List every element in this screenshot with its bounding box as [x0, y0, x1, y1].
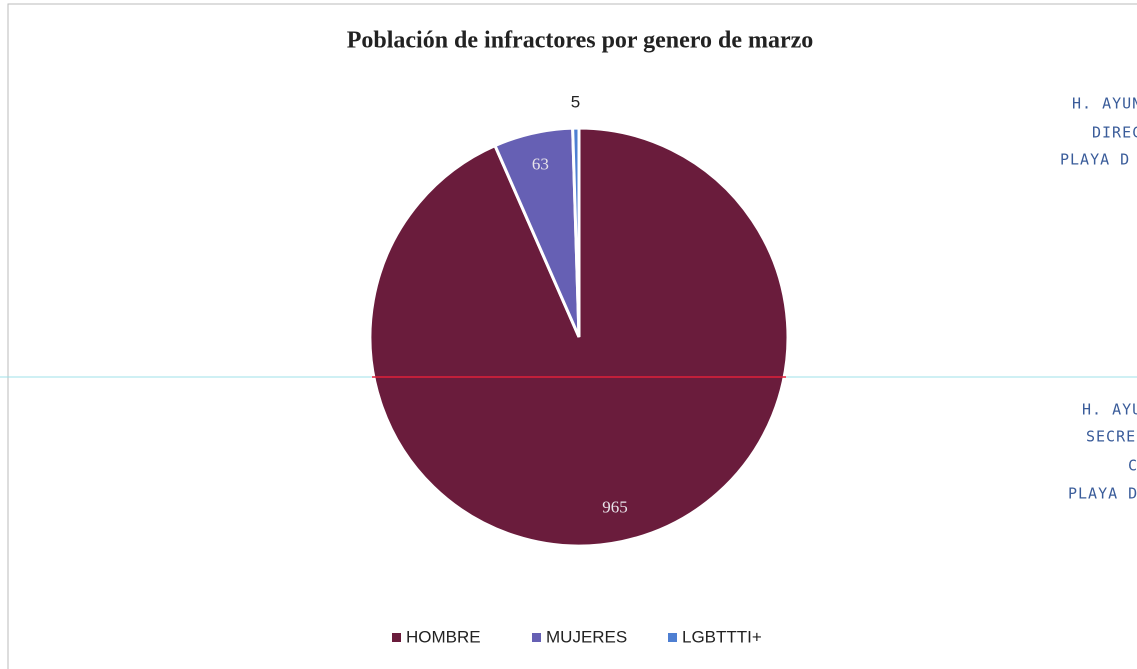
pie-slice [571, 126, 581, 338]
legend-label: LGBTTTI+ [682, 627, 762, 646]
stamp-text: PLAYA D [1060, 151, 1130, 169]
legend-label: HOMBRE [406, 627, 481, 646]
legend: HOMBRE MUJERES LGBTTTI+ [392, 627, 762, 646]
chart-title: Población de infractores por genero de m… [347, 28, 814, 54]
pie-slice [368, 126, 790, 548]
legend-swatch [668, 633, 677, 642]
legend-swatch [392, 633, 401, 642]
data-label: 965 [602, 498, 628, 517]
stamp-text: C [1128, 457, 1137, 475]
chart-frame [7, 3, 1137, 669]
data-label: 63 [532, 155, 549, 174]
legend-label: MUJERES [546, 627, 627, 646]
legend-swatch [532, 633, 541, 642]
stamp: H. AYUN DIREC PLAYA D H. AYUN SECRE C PLAYA D [1060, 95, 1137, 503]
stamp-text: PLAYA D [1068, 485, 1137, 503]
data-label: 5 [571, 93, 580, 112]
stamp-text: H. AYUN [1072, 95, 1137, 113]
stamp-text: DIREC [1092, 124, 1137, 142]
pie: 965 63 5 [368, 93, 790, 548]
stamp-text: H. AYUN [1082, 401, 1137, 419]
stamp-text: SECRE [1086, 428, 1136, 446]
